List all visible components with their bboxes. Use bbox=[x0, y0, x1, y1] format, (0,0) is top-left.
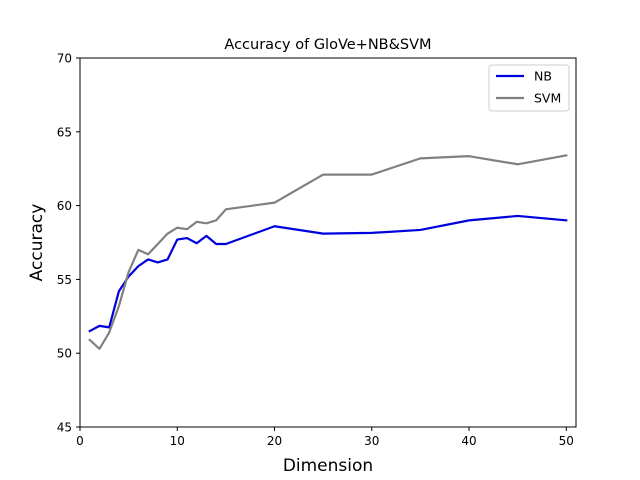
x-tick-label: 20 bbox=[267, 434, 282, 448]
y-tick-label: 45 bbox=[57, 421, 72, 435]
series-line-svm bbox=[88, 154, 568, 350]
legend-label-svm: SVM bbox=[534, 91, 561, 106]
ticks-layer: 0 10 20 30 40 50 45 50 55 60 65 70 bbox=[57, 52, 574, 449]
x-tick-label: 0 bbox=[76, 434, 84, 448]
x-tick-label: 30 bbox=[364, 434, 379, 448]
y-tick-label: 65 bbox=[57, 125, 72, 139]
series-layer bbox=[88, 154, 568, 350]
x-tick-label: 40 bbox=[461, 434, 476, 448]
x-tick-label: 10 bbox=[170, 434, 185, 448]
legend: NB SVM bbox=[488, 64, 570, 112]
x-tick-label: 50 bbox=[559, 434, 574, 448]
series-line-nb bbox=[88, 214, 568, 333]
legend-label-nb: NB bbox=[534, 69, 552, 84]
x-axis-label: Dimension bbox=[283, 456, 373, 476]
y-tick-label: 60 bbox=[57, 199, 72, 213]
chart-title: Accuracy of GloVe+NB&SVM bbox=[224, 37, 431, 53]
y-tick-label: 50 bbox=[57, 347, 72, 361]
y-tick-label: 70 bbox=[57, 52, 72, 66]
y-tick-label: 55 bbox=[57, 273, 72, 287]
y-axis-label: Accuracy bbox=[27, 204, 47, 282]
plot-area-frame bbox=[79, 57, 577, 428]
